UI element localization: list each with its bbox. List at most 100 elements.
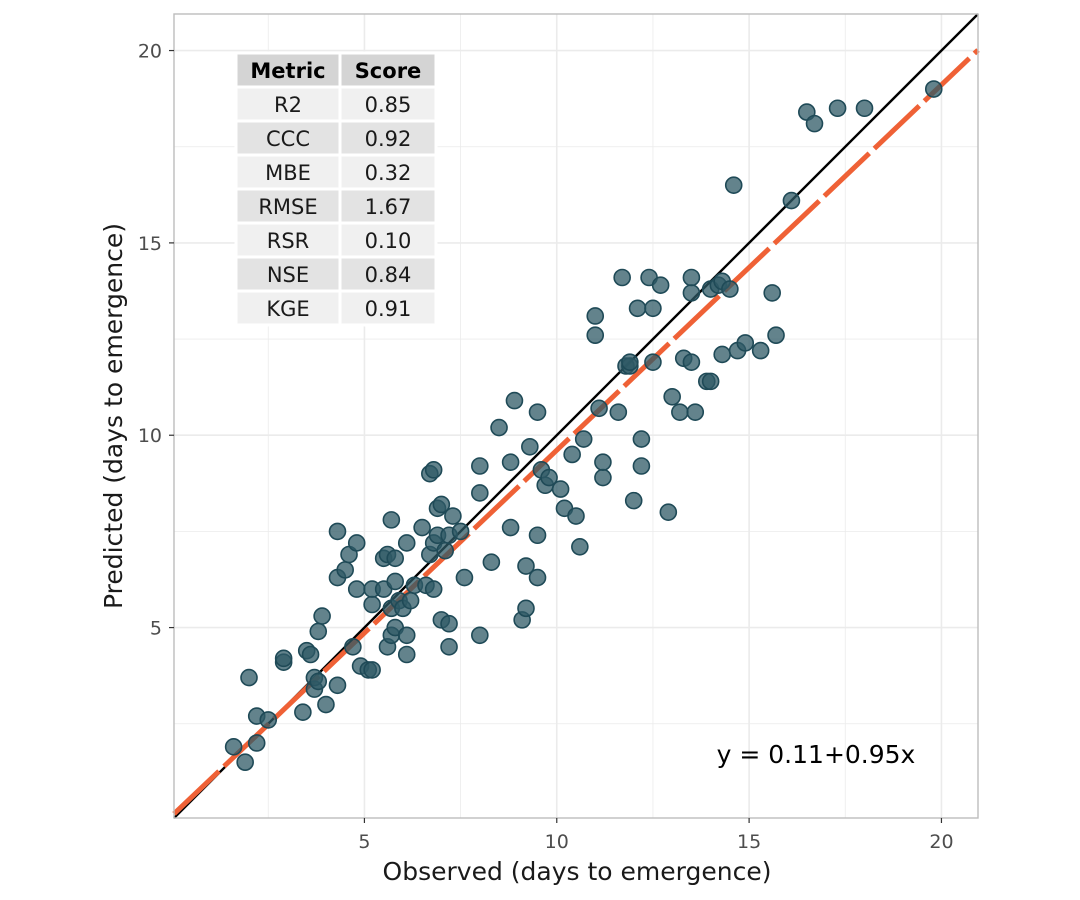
data-point [309,622,328,641]
data-point [471,626,489,645]
metric-name: CCC [266,127,310,151]
data-point [471,484,489,502]
data-point [347,580,366,598]
x-axis-title: Observed (days to emergence) [383,857,772,886]
data-point [924,80,943,98]
data-point [563,445,581,464]
data-point [594,453,612,471]
data-point [455,568,474,587]
data-point [247,734,266,752]
data-point [328,676,347,695]
data-points [224,80,943,772]
data-point [586,307,605,325]
table-cell [234,221,342,259]
data-point [328,522,347,541]
metric-name: RMSE [258,195,317,219]
data-point [413,518,431,537]
data-point [440,638,458,656]
data-point [828,99,847,118]
data-point [682,284,701,302]
data-point [632,430,651,448]
data-point [386,549,404,568]
axis-ticks: 5 10 15 20 5 10 15 20 [138,41,954,853]
data-point [401,591,420,610]
data-point [671,403,689,421]
data-point [701,372,720,391]
data-point [724,176,743,194]
data-point [274,649,293,668]
data-point [424,461,443,479]
y-tick-label: 15 [138,233,162,255]
y-tick-label: 10 [138,425,162,447]
metric-score: 1.67 [365,195,412,219]
x-tick-label: 5 [358,831,370,853]
table-header-text: Score [355,59,422,83]
metric-score: 0.92 [365,127,412,151]
data-point [713,345,731,364]
table-cell [338,187,438,225]
data-point [397,534,416,552]
data-point [574,430,593,448]
data-point [444,507,462,525]
data-point [586,326,605,345]
metrics-table: Metric Score R2 0.85 CCC 0.92 MBE 0.32 RMSE 1.67 R… [234,51,438,327]
data-point [517,557,535,575]
data-point [594,468,612,487]
x-tick-label: 10 [545,831,569,853]
table-cell [338,255,438,293]
data-point [682,268,701,287]
table-header-text: Metric [250,59,325,83]
data-point [609,403,628,421]
data-point [440,614,458,633]
data-point [751,341,770,360]
data-point [313,607,331,625]
data-point [259,711,278,729]
data-point [397,645,416,664]
metric-name: NSE [267,263,309,287]
data-point [663,387,681,406]
data-point [659,503,678,521]
y-axis-title: Predicted (days to emergence) [99,223,128,609]
metric-score: 0.84 [365,263,412,287]
table-cell [338,221,438,259]
metric-score: 0.10 [365,229,412,253]
data-point [505,391,524,410]
data-point [567,507,585,525]
x-tick-label: 20 [929,831,953,853]
data-point [236,753,254,772]
metric-name: RSR [267,229,310,253]
data-point [624,491,643,510]
data-point [424,580,443,598]
data-point [682,353,701,371]
data-point [551,480,570,498]
data-point [621,353,639,371]
panel-border [173,13,979,819]
data-point [317,695,335,714]
data-point [240,668,258,687]
data-point [528,403,547,421]
data-point [644,299,662,318]
data-point [490,418,508,437]
metric-name: KGE [266,297,309,321]
metric-name: R2 [274,93,302,117]
data-point [363,661,381,679]
data-point [855,99,874,118]
data-point [528,568,547,587]
data-point [590,399,608,418]
data-point [451,522,470,541]
data-point [632,457,651,475]
regression-equation-label: y = 0.11+0.95x [717,740,916,769]
data-point [397,626,416,645]
data-point [382,511,401,529]
data-point [301,645,320,664]
data-point [613,268,631,287]
metric-score: 0.85 [365,93,412,117]
data-point [651,276,670,295]
data-point [686,403,705,421]
data-point [528,526,547,545]
data-point [521,437,539,456]
data-point [436,541,455,560]
data-point [432,495,451,514]
